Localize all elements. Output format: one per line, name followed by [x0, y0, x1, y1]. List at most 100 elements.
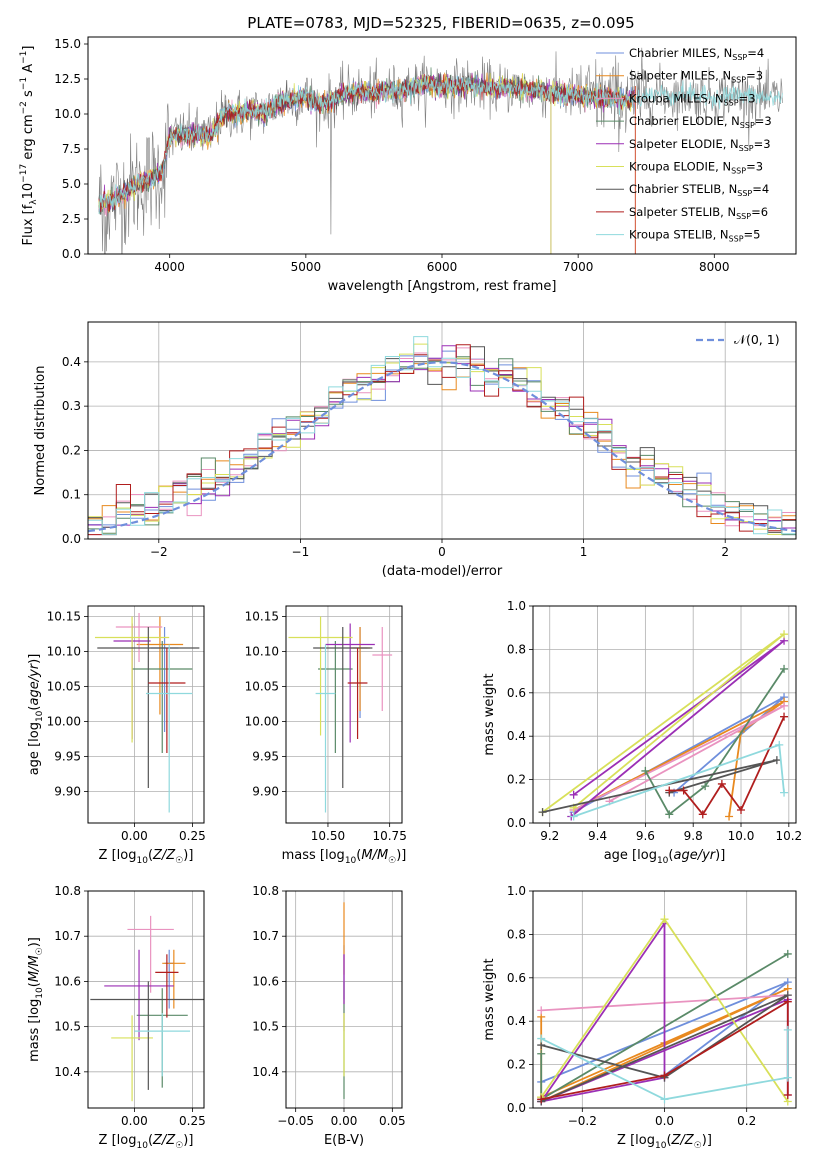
- legend-label-subscript: SSP: [736, 212, 751, 221]
- y-tick-label: 10.05: [47, 680, 81, 694]
- label-part: )]: [27, 654, 42, 664]
- y-tick-label: 0.4: [507, 729, 526, 743]
- legend-label: Chabrier MILES, NSSP=4: [629, 46, 764, 62]
- y-tick-label: 0.0: [62, 532, 81, 546]
- y-tick-label: 9.95: [54, 750, 81, 764]
- weight-marker: [660, 915, 669, 924]
- label-part: −1: [19, 77, 29, 90]
- plot-area: [88, 336, 796, 536]
- label-part: 10: [655, 1141, 667, 1151]
- legend-label-main: Salpeter STELIB, N: [629, 205, 736, 219]
- label-part: (: [148, 1133, 153, 1148]
- y-tick-label: 0.8: [507, 642, 526, 656]
- label-part: 10: [345, 856, 357, 866]
- x-tick-label: 10.75: [372, 829, 406, 843]
- weight-marker: [679, 786, 688, 795]
- legend-label-count: =5: [744, 228, 761, 242]
- figure-title: PLATE=0783, MJD=52325, FIBERID=0635, z=0…: [247, 14, 634, 32]
- label-part: Z [log: [99, 848, 137, 863]
- label-part: M/M: [27, 955, 42, 982]
- label-part: mass [log: [27, 999, 42, 1062]
- legend-label-subscript: SSP: [731, 76, 746, 85]
- label-part: A: [21, 64, 36, 77]
- weight-series-line: [540, 1029, 789, 1101]
- legend-label-subscript: SSP: [740, 121, 755, 130]
- legend-label-subscript: SSP: [737, 189, 752, 198]
- x-tick-label: 10.0: [728, 829, 755, 843]
- x-tick-label: 0.00: [331, 1114, 358, 1128]
- weight-marker: [737, 805, 746, 814]
- x-tick-label: 7000: [563, 260, 594, 274]
- weight-marker: [665, 810, 674, 819]
- y-tick-label: 15.0: [54, 37, 81, 51]
- x-tick-label: 0.00: [121, 829, 148, 843]
- label-part: 10: [35, 710, 45, 722]
- label-part: )]: [183, 1133, 193, 1148]
- x-tick-label: 9.8: [684, 829, 703, 843]
- legend-label-subscript: SSP: [739, 144, 754, 153]
- residuals-panel: −2 −1 0 1 2 0.0 0.1 0.2 0.3 0.4 (data-model)/error…: [33, 321, 797, 579]
- y-tick-label: 0.0: [62, 247, 81, 261]
- plot-area: [538, 630, 789, 821]
- y-tick-label: 9.95: [252, 750, 279, 764]
- y-tick-label: 10.6: [252, 974, 279, 988]
- weight-marker: [537, 1034, 546, 1043]
- x-tick-label: 5000: [291, 260, 322, 274]
- weight-marker: [641, 766, 650, 775]
- x-tick-label: 6000: [427, 260, 458, 274]
- label-part: ☉: [35, 947, 45, 955]
- y-tick-label: 10.10: [245, 645, 279, 659]
- label-part: (: [356, 848, 361, 863]
- legend-label-count: =3: [746, 69, 763, 83]
- y-tick-label: 10.15: [245, 610, 279, 624]
- y-tick-label: 10.5: [54, 1020, 81, 1034]
- label-part: Z/Z: [152, 1133, 176, 1148]
- legend-label-main: Kroupa MILES, N: [629, 91, 724, 105]
- weight-marker: [569, 812, 578, 821]
- y-tick-label: 0.4: [507, 1014, 526, 1028]
- label-part: λ: [29, 199, 39, 205]
- legend-label-main: Chabrier STELIB, N: [629, 182, 737, 196]
- weight-marker: [717, 779, 726, 788]
- axes-frame: [87, 605, 205, 824]
- legend-label-count: =4: [747, 46, 764, 60]
- y-axis-label: mass [log10(M/M☉)]: [27, 937, 45, 1062]
- label-part: −2: [19, 101, 29, 114]
- y-tick-label: 10.4: [54, 1065, 81, 1079]
- model-spectrum-line: [98, 75, 783, 214]
- label-part: erg cm: [21, 114, 36, 163]
- legend-label-subscript: SSP: [729, 235, 744, 244]
- y-tick-label: 10.5: [252, 1020, 279, 1034]
- label-part: 10: [657, 856, 669, 866]
- y-tick-label: 10.00: [245, 715, 279, 729]
- legend-label: Kroupa ELODIE, NSSP=3: [629, 160, 763, 176]
- legend-label-subscript: SSP: [724, 98, 739, 107]
- y-tick-label: 9.90: [252, 785, 279, 799]
- label-part: s: [21, 90, 36, 101]
- label-part: ☉: [175, 856, 183, 866]
- label-part: )]: [715, 848, 725, 863]
- weight-marker: [775, 740, 784, 749]
- plot-area: [537, 915, 792, 1106]
- x-axis-label: E(B-V): [324, 1133, 364, 1148]
- x-tick-label: 4000: [154, 260, 185, 274]
- label-part: mass [log: [282, 848, 345, 863]
- y-tick-label: 10.4: [252, 1065, 279, 1079]
- legend-label-count: =3: [746, 160, 763, 174]
- legend-label-subscript: SSP: [731, 167, 746, 176]
- weight-marker: [538, 808, 547, 817]
- weight-marker: [660, 1095, 669, 1104]
- y-tick-label: 0.6: [507, 971, 526, 985]
- y-axis-label: age [log10(age/yr)]: [27, 654, 45, 776]
- x-axis-label: wavelength [Angstrom, rest frame]: [328, 279, 557, 294]
- legend-label: Chabrier STELIB, NSSP=4: [629, 182, 769, 198]
- x-axis-label: (data-model)/error: [382, 564, 503, 579]
- weight-marker: [569, 790, 578, 799]
- legend-label-main: Salpeter MILES, N: [629, 69, 731, 83]
- label-part: 10: [136, 1141, 148, 1151]
- y-axis-label: mass weight: [482, 673, 497, 755]
- weight-vs-age-panel: 9.2 9.4 9.6 9.8 10.0 10.2 0.0 0.2 0.4 0.6 0.8 1.0 ag…: [482, 599, 802, 866]
- y-tick-label: 0.2: [62, 443, 81, 457]
- legend-label-main: Kroupa ELODIE, N: [629, 160, 731, 174]
- weight-marker: [783, 1025, 792, 1034]
